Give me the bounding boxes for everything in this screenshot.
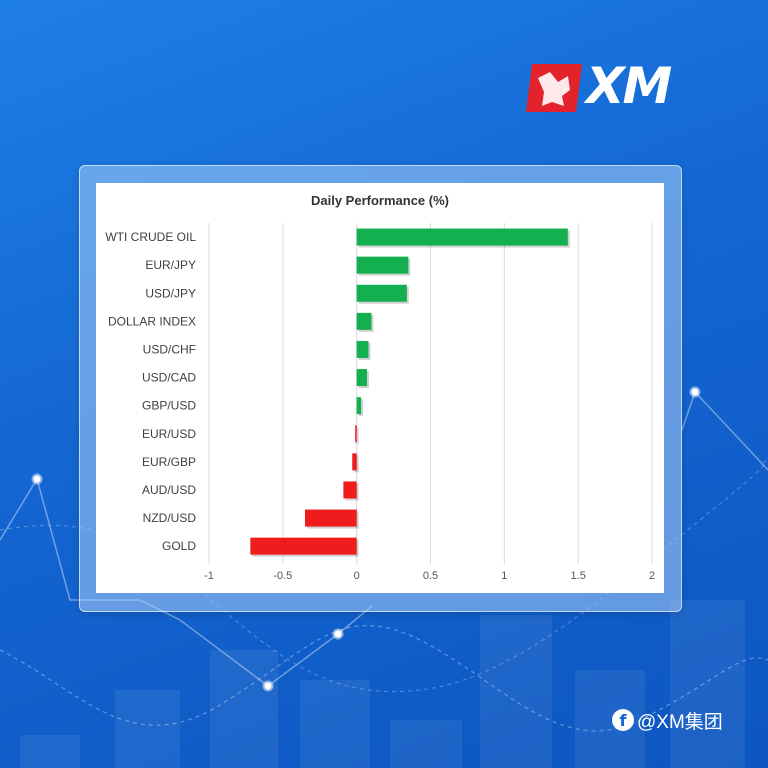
x-tick-label: -1 (204, 570, 214, 582)
category-label: NZD/USD (143, 511, 197, 525)
x-tick-label: 1 (501, 570, 507, 582)
bar (356, 340, 369, 358)
category-label: EUR/GBP (142, 455, 196, 469)
x-tick-label: 0 (354, 570, 360, 582)
bar (352, 453, 357, 471)
category-label: GBP/USD (142, 399, 196, 413)
category-label: EUR/JPY (145, 258, 196, 272)
x-tick-label: 2 (649, 570, 655, 582)
x-tick-label: 1.5 (571, 570, 586, 582)
category-label: AUD/USD (142, 483, 196, 497)
bar (304, 509, 357, 527)
chart-title: Daily Performance (%) (311, 193, 449, 208)
xm-logo-mark (526, 64, 582, 112)
category-label: DOLLAR INDEX (108, 314, 196, 328)
category-label: WTI CRUDE OIL (105, 230, 196, 244)
category-label: USD/JPY (145, 286, 196, 300)
social-watermark: f @XM集团 (612, 704, 723, 736)
category-label: USD/CHF (143, 342, 196, 356)
bar (356, 228, 568, 246)
facebook-icon: f (612, 709, 634, 731)
x-tick-label: 0.5 (423, 570, 438, 582)
bar-chart: -1 -0.5 0 0.5 1 1.5 2 WTI CRUDE OIL EUR/JPY USD/J… (105, 223, 655, 582)
bar (343, 481, 357, 499)
bar (356, 256, 409, 274)
bar (355, 425, 357, 443)
xm-logo-text: XM (586, 57, 672, 115)
category-label: USD/CAD (142, 371, 196, 385)
social-handle: @XM集团 (637, 711, 723, 733)
bar (356, 369, 368, 387)
category-label: GOLD (162, 539, 196, 553)
bar (356, 312, 372, 330)
x-tick-label: -0.5 (273, 570, 292, 582)
bar (250, 537, 357, 555)
bar-shadow (357, 427, 359, 445)
category-label: EUR/USD (142, 427, 196, 441)
bar (356, 284, 407, 302)
bar (356, 397, 362, 415)
chart-panel: -1 -0.5 0 0.5 1 1.5 2 WTI CRUDE OIL EUR/JPY USD/J… (96, 183, 664, 593)
